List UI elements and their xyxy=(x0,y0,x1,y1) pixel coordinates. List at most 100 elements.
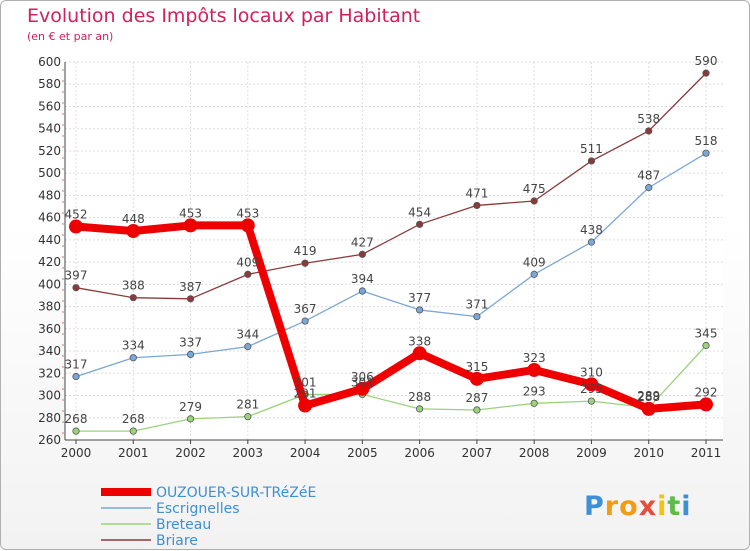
plot-area xyxy=(65,62,723,440)
chart-title: Evolution des Impôts locaux par Habitant xyxy=(27,5,421,27)
data-label: 337 xyxy=(179,335,202,349)
data-label: 427 xyxy=(351,235,374,249)
y-tick-label: 320 xyxy=(38,366,61,380)
data-point xyxy=(416,306,424,314)
data-point xyxy=(186,415,195,423)
data-point xyxy=(699,397,713,412)
data-label: 452 xyxy=(65,208,88,222)
data-label: 287 xyxy=(465,391,488,405)
x-tick-label: 2001 xyxy=(118,446,149,460)
y-tick-label: 600 xyxy=(38,55,61,69)
x-tick-label: 2008 xyxy=(519,446,550,460)
data-label: 397 xyxy=(65,269,88,283)
data-label: 315 xyxy=(465,360,488,374)
data-label: 301 xyxy=(351,375,374,389)
data-point xyxy=(587,238,596,246)
data-label: 590 xyxy=(695,54,718,68)
legend-label: OUZOUER-SUR-TRéZéE xyxy=(156,485,316,501)
y-tick-label: 280 xyxy=(38,411,61,425)
data-label: 409 xyxy=(523,255,546,269)
data-point xyxy=(240,218,255,233)
data-label: 338 xyxy=(408,334,431,348)
data-point xyxy=(72,427,80,435)
data-label: 268 xyxy=(122,412,145,426)
data-point xyxy=(355,381,370,396)
data-label: 310 xyxy=(580,365,603,379)
data-label: 454 xyxy=(408,205,431,219)
data-label: 293 xyxy=(523,384,546,398)
data-point xyxy=(530,197,538,205)
data-point xyxy=(702,69,710,77)
x-tick-label: 2004 xyxy=(290,446,321,460)
data-point xyxy=(641,401,656,416)
data-label: 538 xyxy=(637,112,660,126)
data-label: 323 xyxy=(523,351,546,365)
data-label: 518 xyxy=(695,134,718,148)
data-point xyxy=(358,287,366,295)
logo-letter: t xyxy=(667,491,682,522)
series-line-escrignelles xyxy=(75,152,707,378)
y-tick-label: 420 xyxy=(38,255,61,269)
y-tick-label: 400 xyxy=(38,277,61,291)
data-point xyxy=(129,294,137,302)
y-tick-label: 540 xyxy=(38,122,61,136)
data-label: 419 xyxy=(294,244,317,258)
data-point xyxy=(530,399,538,407)
y-tick-label: 500 xyxy=(38,166,61,180)
data-label: 377 xyxy=(408,291,431,305)
data-label: 306 xyxy=(351,370,374,384)
x-tick-label: 2005 xyxy=(347,446,378,460)
proxiti-logo: Proxiti xyxy=(584,491,692,522)
data-point xyxy=(244,343,252,351)
data-point xyxy=(301,259,309,267)
chart-subtitle: (en € et par an) xyxy=(27,30,114,43)
data-label: 279 xyxy=(179,400,202,414)
data-label: 453 xyxy=(236,206,259,220)
data-point xyxy=(183,218,198,233)
data-point xyxy=(298,398,313,413)
x-tick-label: 2006 xyxy=(404,446,435,460)
data-label: 448 xyxy=(122,212,145,226)
data-point xyxy=(645,184,653,192)
data-label: 394 xyxy=(351,272,374,286)
data-point xyxy=(72,284,80,292)
data-label: 345 xyxy=(695,327,718,341)
data-label: 475 xyxy=(523,182,546,196)
data-point xyxy=(587,397,596,405)
data-label: 281 xyxy=(236,398,259,412)
data-label: 317 xyxy=(65,358,88,372)
y-tick-label: 480 xyxy=(38,188,61,202)
data-label: 288 xyxy=(408,390,431,404)
data-point xyxy=(186,350,195,358)
data-point xyxy=(645,127,653,135)
y-tick-label: 260 xyxy=(38,433,61,447)
data-label: 334 xyxy=(122,339,145,353)
logo-letter: i xyxy=(657,491,668,522)
data-label: 289 xyxy=(637,389,660,403)
data-label: 371 xyxy=(465,298,488,312)
data-point xyxy=(412,346,427,361)
data-point xyxy=(358,250,366,258)
data-point xyxy=(416,405,424,413)
y-tick-label: 340 xyxy=(38,344,61,358)
data-point xyxy=(527,362,542,377)
legend-label: Breteau xyxy=(156,517,211,533)
logo-letter: o xyxy=(619,491,639,522)
data-point xyxy=(126,223,141,238)
x-tick-label: 2000 xyxy=(61,446,92,460)
data-point xyxy=(702,149,710,157)
data-label: 301 xyxy=(294,375,317,389)
data-point xyxy=(469,371,484,386)
logo-letter: r xyxy=(604,491,620,522)
y-tick-label: 360 xyxy=(38,322,61,336)
data-label: 409 xyxy=(236,255,259,269)
y-tick-label: 380 xyxy=(38,300,61,314)
x-tick-label: 2011 xyxy=(691,446,722,460)
data-point xyxy=(69,219,83,234)
data-point xyxy=(473,406,481,414)
y-tick-label: 460 xyxy=(38,211,61,225)
legend-label: Escrignelles xyxy=(156,501,240,517)
x-tick-label: 2009 xyxy=(576,446,607,460)
y-tick-label: 580 xyxy=(38,77,61,91)
